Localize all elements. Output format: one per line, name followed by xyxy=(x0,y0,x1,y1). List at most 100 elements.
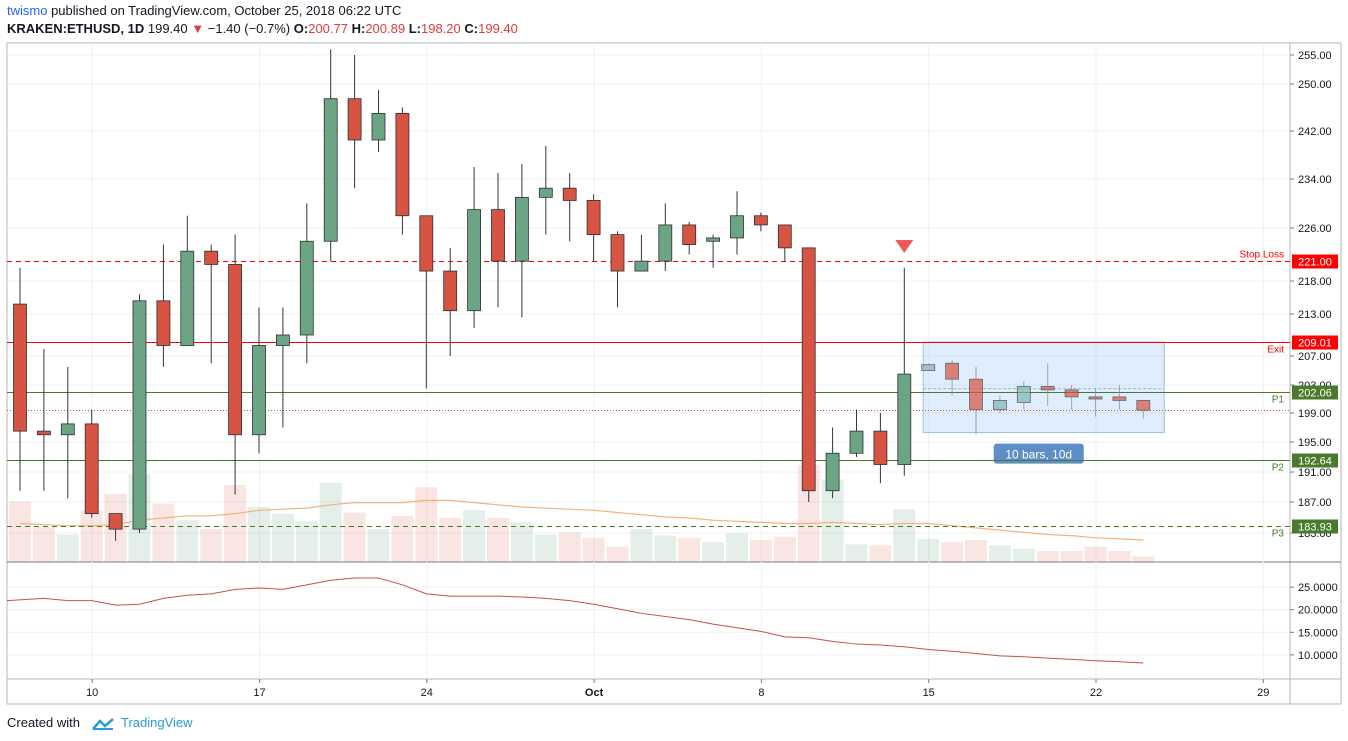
volume-bar xyxy=(1060,551,1083,562)
down-arrow-icon: ▼ xyxy=(191,21,205,36)
date-tick-label: 15 xyxy=(923,687,935,699)
level-price-label: 209.01 xyxy=(1298,338,1332,350)
level-name-label: Exit xyxy=(1267,345,1284,356)
level-price-badge xyxy=(1292,335,1338,350)
volume-bar xyxy=(988,545,1011,562)
candle-body xyxy=(1064,389,1079,398)
level-price-badge xyxy=(1292,519,1338,534)
candle xyxy=(706,234,720,268)
candle xyxy=(634,234,649,272)
sell-signal-icon xyxy=(895,240,914,253)
candle-body xyxy=(156,300,171,346)
price-tick-label: 207.00 xyxy=(1298,351,1332,363)
indicator-tick-label: 20.0000 xyxy=(1298,605,1338,617)
candle xyxy=(801,247,816,502)
candle-body xyxy=(562,187,577,201)
date-tick-label: 10 xyxy=(86,687,98,699)
volume-bar xyxy=(56,534,79,562)
candle-body xyxy=(371,112,386,141)
indicator-tick-label: 10.0000 xyxy=(1298,650,1338,662)
candle xyxy=(945,359,959,396)
level-name-label: P1 xyxy=(1272,395,1285,406)
volume-bar xyxy=(678,537,701,562)
candle-body xyxy=(610,234,625,272)
indicator-line xyxy=(6,577,1144,664)
price-tick-label: 226.00 xyxy=(1298,223,1332,235)
candle-body xyxy=(1112,396,1127,401)
volume-bar xyxy=(630,529,653,562)
level-name-label: Stop Loss xyxy=(1240,250,1284,261)
candle-body xyxy=(395,112,410,217)
candle-body xyxy=(323,98,338,242)
open-label: O: xyxy=(293,21,309,36)
candle-body xyxy=(275,334,290,346)
price-tick-label: 195.00 xyxy=(1298,437,1332,449)
price-tick-label: 250.00 xyxy=(1298,79,1332,91)
candle xyxy=(730,191,744,255)
candle-body xyxy=(299,240,314,336)
candle xyxy=(252,307,266,454)
candle-body xyxy=(60,423,75,436)
candle xyxy=(849,409,864,457)
candle-body xyxy=(873,430,888,465)
candle-body xyxy=(825,452,840,492)
volume-bar xyxy=(965,540,987,562)
volume-bar xyxy=(176,520,199,562)
candle-body xyxy=(419,215,434,272)
level-price-label: 202.06 xyxy=(1298,388,1332,400)
volume-bar xyxy=(224,485,247,562)
candle-body xyxy=(634,260,649,272)
tradingview-link[interactable]: TradingView xyxy=(121,715,193,730)
candle-body xyxy=(491,209,505,262)
candle-body xyxy=(1136,399,1151,411)
candle xyxy=(562,173,577,242)
candle xyxy=(371,89,386,152)
candle xyxy=(108,513,123,541)
volume-bar xyxy=(821,479,844,562)
author-link[interactable]: twismo xyxy=(7,3,48,18)
created-with-text: Created with xyxy=(7,715,80,730)
candle-body xyxy=(921,364,936,371)
published-text: published on TradingView.com, October 25… xyxy=(51,3,402,18)
volume-bar xyxy=(1036,551,1059,562)
publish-info: twismo published on TradingView.com, Oct… xyxy=(7,3,401,18)
volume-bar xyxy=(248,507,270,562)
tradingview-logo-icon xyxy=(91,717,114,730)
volume-bar xyxy=(702,542,725,562)
volume-bar xyxy=(152,503,175,562)
date-tick-label: 8 xyxy=(758,687,764,699)
volume-bar xyxy=(534,534,557,562)
candle xyxy=(515,164,529,318)
volume-bar xyxy=(941,542,964,562)
volume-bar xyxy=(773,536,796,562)
candle xyxy=(1112,385,1127,410)
price-tick-label: 187.00 xyxy=(1298,497,1332,509)
candle xyxy=(467,167,482,328)
volume-bar xyxy=(869,545,892,562)
candle xyxy=(395,107,410,235)
level-name-label: P2 xyxy=(1272,463,1285,474)
candle xyxy=(347,55,362,189)
date-tick-label: 24 xyxy=(421,687,433,699)
volume-bar xyxy=(80,510,103,562)
volume-bar xyxy=(319,482,342,562)
level-price-label: 183.93 xyxy=(1298,522,1332,534)
projection-label-bg xyxy=(993,443,1084,464)
candle-body xyxy=(730,215,744,239)
candle-body xyxy=(228,264,243,436)
candle xyxy=(204,244,219,364)
level-price-badge xyxy=(1292,254,1338,269)
volume-bar xyxy=(343,512,366,562)
candle xyxy=(1016,381,1031,410)
volume-bar xyxy=(1108,551,1131,562)
level-price-badge xyxy=(1292,385,1338,400)
candle-body xyxy=(443,270,458,312)
candle-body xyxy=(777,224,792,249)
candle-body xyxy=(682,224,697,245)
candle xyxy=(658,203,673,272)
candle xyxy=(538,146,553,235)
low-value: 198.20 xyxy=(421,21,461,36)
volume-bar xyxy=(9,501,31,562)
price-tick-label: 199.00 xyxy=(1298,408,1332,420)
